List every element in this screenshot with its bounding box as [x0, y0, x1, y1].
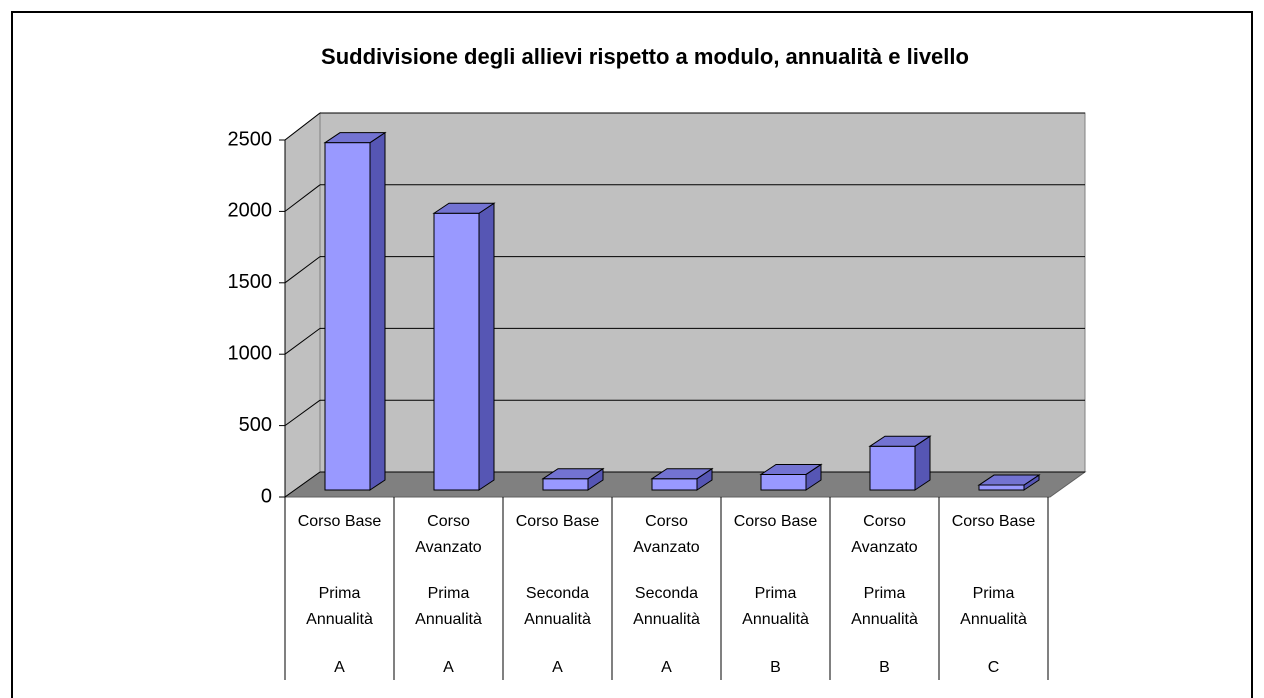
- bar-top: [759, 463, 823, 475]
- x-tick-label: Prima Annualità: [960, 585, 1027, 628]
- grid-line: [284, 112, 321, 141]
- bar-front: [869, 445, 916, 491]
- chart-title: Suddivisione degli allievi rispetto a mo…: [321, 44, 969, 69]
- chart-border: [11, 11, 1253, 698]
- bar-front: [433, 212, 480, 491]
- x-tick-label: B: [879, 659, 890, 676]
- bar-top: [868, 435, 932, 447]
- bar: [868, 435, 932, 491]
- x-tick-label: A: [552, 659, 563, 676]
- grid-line: [284, 327, 321, 355]
- grid-line: [284, 184, 321, 212]
- grid-line: [284, 256, 321, 284]
- bar-side: [369, 131, 386, 491]
- x-tick-label: Prima Annualità: [742, 585, 809, 628]
- x-tick-label: Prima Annualità: [306, 585, 373, 628]
- y-tick-label: 2500: [228, 128, 273, 150]
- bar-side: [478, 202, 495, 491]
- bar-front: [542, 478, 589, 491]
- x-tick-label: Corso Base: [733, 513, 818, 530]
- grid-line: [284, 399, 321, 427]
- bar: [977, 474, 1041, 491]
- bar-top: [432, 202, 496, 214]
- x-tick-label: Corso Base: [297, 513, 382, 530]
- x-tick-label: A: [443, 659, 454, 676]
- x-tick-label: Corso Avanzato: [851, 513, 918, 556]
- x-tick-label: Corso Base: [951, 513, 1036, 530]
- bar-front: [324, 142, 371, 491]
- side-wall: [284, 111, 321, 498]
- x-tick-label: B: [770, 659, 781, 676]
- x-tick-label: Corso Avanzato: [633, 513, 700, 556]
- x-tick-label: Prima Annualità: [851, 585, 918, 628]
- bar: [650, 467, 714, 491]
- x-tick-label: Seconda Annualità: [633, 585, 700, 628]
- bar: [541, 467, 605, 491]
- x-tick-label: Seconda Annualità: [524, 585, 591, 628]
- y-tick-label: 1000: [228, 342, 273, 364]
- bar-front: [978, 484, 1025, 491]
- bar-top: [650, 468, 714, 480]
- x-tick-label: A: [661, 659, 672, 676]
- bar-front: [760, 473, 807, 491]
- bar-top: [541, 468, 605, 480]
- bar-top: [323, 132, 387, 144]
- bar: [432, 202, 496, 491]
- x-tick-label: Corso Avanzato: [415, 513, 482, 556]
- y-tick-label: 2000: [228, 200, 273, 222]
- bar: [759, 463, 823, 491]
- grid-line: [284, 471, 321, 498]
- bar-top: [977, 474, 1041, 486]
- y-tick-label: 500: [239, 414, 272, 436]
- x-tick-label: C: [987, 659, 1000, 676]
- x-tick-label: A: [334, 659, 345, 676]
- y-tick-label: 0: [261, 485, 272, 507]
- y-tick-label: 1500: [228, 271, 273, 293]
- bar: [323, 131, 387, 491]
- x-tick-label: Prima Annualità: [415, 585, 482, 628]
- x-tick-label: Corso Base: [515, 513, 600, 530]
- bar-front: [651, 478, 698, 491]
